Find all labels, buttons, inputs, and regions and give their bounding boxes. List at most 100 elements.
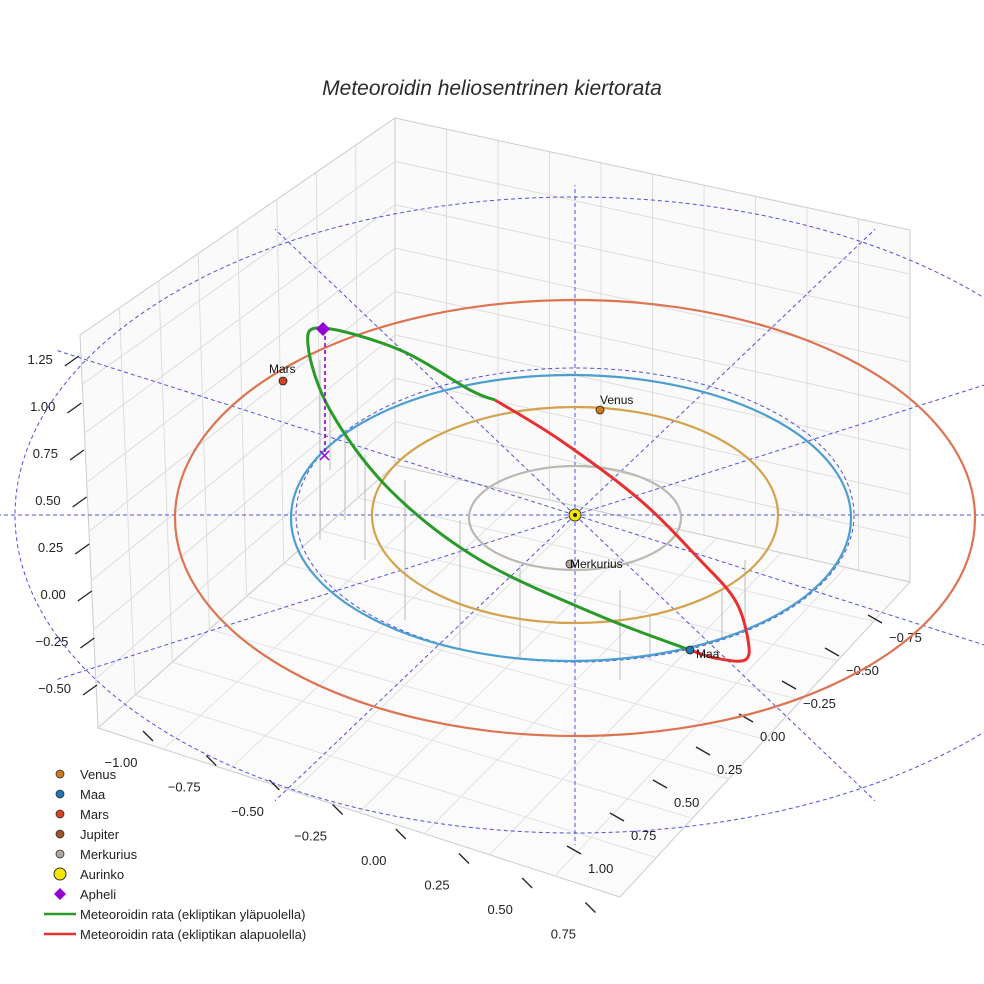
y-tick-label: 1.00 [588, 861, 613, 876]
grid-line [209, 628, 729, 780]
legend-item: Venus [40, 764, 306, 784]
planet-mars [278, 376, 288, 386]
track-above-ecliptic [306, 326, 691, 652]
y-tick-mark [781, 680, 797, 690]
planet-maa [685, 645, 695, 655]
x-tick-mark [521, 877, 533, 889]
orbit-venus [370, 405, 780, 625]
z-tick-mark [80, 637, 95, 649]
legend-label: Aurinko [80, 866, 125, 882]
planet-label-maa: Maa [696, 647, 720, 661]
floor-pane [97, 464, 911, 898]
aphelion-marker [316, 322, 330, 336]
grid-line [554, 567, 846, 877]
legend-symbol [40, 844, 80, 864]
ecliptic-spoke [574, 228, 876, 516]
z-tick-mark [67, 402, 82, 414]
x-tick-mark [205, 755, 217, 766]
grid-line [394, 421, 911, 539]
y-tick-mark [609, 812, 625, 822]
ecliptic-spoke [274, 514, 576, 802]
legend-label: Merkurius [80, 846, 138, 862]
grid-line [172, 661, 693, 819]
legend: Venus Maa Mars Jupiter Merkurius Aurinko Aphel… [40, 764, 306, 944]
chart-title: Meteoroidin heliosentrinen kiertorata [322, 77, 662, 100]
y-tick-mark [566, 845, 582, 855]
x-tick-mark [268, 779, 280, 791]
planet-label-venus: Venus [600, 393, 633, 407]
legend-symbol [40, 764, 80, 784]
x-tick-mark [332, 804, 344, 815]
x-tick-label: 0.75 [551, 927, 576, 942]
y-tick-label: 0.75 [631, 828, 656, 843]
legend-item: Jupiter [40, 824, 306, 844]
z-tick-label: −0.50 [38, 681, 71, 696]
z-tick-label: 0.25 [38, 540, 63, 555]
grid-line [423, 537, 718, 834]
bodies: Venus Maa Mars Merkurius [269, 322, 720, 661]
y-tick-label: 0.00 [760, 729, 785, 744]
orbit-mars [173, 298, 977, 738]
y-tick-mark [824, 647, 840, 657]
z-tick-mark [72, 496, 87, 508]
planet-label-merkurius: Merkurius [570, 557, 623, 571]
planet-venus [595, 405, 605, 415]
z-tick-label: −0.25 [35, 634, 68, 649]
x-tick-mark [395, 828, 407, 840]
grid-line [134, 694, 657, 859]
legend-item: Meteoroidin rata (ekliptikan yläpuolella… [40, 904, 306, 924]
meteoroid-track [306, 326, 751, 663]
grid-line [394, 160, 911, 275]
z-tick-label: 1.25 [27, 352, 52, 367]
planet-merkurius [565, 559, 575, 569]
grid-line [90, 334, 396, 582]
x-tick-mark [458, 853, 470, 864]
x-tick-label: −1.00 [105, 755, 138, 770]
z-tick-label: 1.00 [30, 399, 55, 414]
ecliptic-spoke [574, 514, 876, 802]
z-tick-label: 0.00 [40, 587, 65, 602]
grid-line [489, 552, 782, 856]
y-tick-mark [652, 779, 668, 789]
legend-symbol [40, 904, 80, 924]
x-tick-label: −0.50 [231, 804, 264, 819]
planet-orbits [173, 298, 977, 738]
x-tick-mark [584, 902, 596, 913]
legend-label: Jupiter [80, 826, 120, 842]
legend-symbol [40, 784, 80, 804]
y-tick-label: −0.25 [803, 696, 836, 711]
orbit-maa [289, 373, 853, 663]
ecliptic-ring-inner [295, 367, 855, 663]
legend-symbol [40, 824, 80, 844]
legend-item: Merkurius [40, 844, 306, 864]
x-tick-label: 0.00 [361, 853, 386, 868]
x-tick-label: 0.25 [424, 878, 449, 893]
grid-line [81, 160, 396, 385]
grid-line [86, 247, 396, 483]
x-tick-mark [142, 730, 154, 742]
x-tick-label: 0.50 [488, 902, 513, 917]
z-tick-mark [74, 543, 90, 555]
grid-line [394, 377, 911, 495]
y-tick-mark [867, 614, 883, 624]
grid-line [394, 334, 911, 451]
legend-symbol [40, 924, 80, 944]
legend-item: Apheli [40, 884, 306, 904]
legend-label: Mars [80, 806, 109, 822]
x-tick-label: −0.75 [168, 780, 201, 795]
aphelion-projection [319, 450, 330, 461]
y-tick-label: 0.25 [717, 762, 742, 777]
legend-symbol [40, 864, 80, 884]
grid-line [246, 596, 766, 740]
track-below-ecliptic [494, 398, 751, 663]
grid-line [394, 291, 911, 407]
z-tick-label: 0.75 [33, 446, 58, 461]
legend-item: Meteoroidin rata (ekliptikan alapuolella… [40, 924, 306, 944]
grid-line [93, 377, 396, 631]
axis-ticks: −0.50 −0.25 0.00 0.25 0.50 0.75 1.00 1.25 −1.00 −… [27, 352, 921, 942]
legend-item: Mars [40, 804, 306, 824]
legend-item: Maa [40, 784, 306, 804]
legend-item: Aurinko [40, 864, 306, 884]
z-tick-label: 0.50 [35, 493, 60, 508]
